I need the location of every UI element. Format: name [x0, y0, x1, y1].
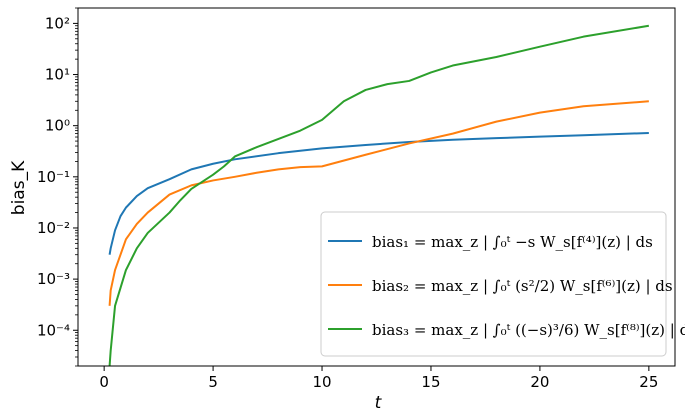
plot-area: [108, 24, 650, 367]
y-tick-label: 10¹: [45, 66, 70, 84]
y-tick-label: 10⁻³: [37, 270, 70, 288]
series-line-bias3: [108, 24, 650, 367]
legend-entry-bias2: bias₂ = max_z | ∫₀ᵗ (s²/2) W_s[f⁽⁶⁾](z) …: [372, 277, 673, 295]
x-tick-label: 5: [208, 373, 218, 391]
legend-entry-bias1: bias₁ = max_z | ∫₀ᵗ −s W_s[f⁽⁴⁾](z) | ds: [372, 233, 653, 251]
x-axis-label: t: [375, 393, 383, 413]
y-tick-label: 10²: [45, 14, 70, 32]
legend: bias₁ = max_z | ∫₀ᵗ −s W_s[f⁽⁴⁾](z) | ds…: [320, 211, 685, 357]
x-tick-label: 10: [312, 373, 331, 391]
y-tick-label: 10⁻⁴: [37, 321, 70, 339]
legend-entry-bias3: bias₃ = max_z | ∫₀ᵗ ((−s)³/6) W_s[f⁽⁸⁾](…: [372, 321, 685, 339]
x-tick-label: 25: [639, 373, 658, 391]
y-tick-label: 10⁰: [45, 117, 70, 135]
plot-frame: [77, 7, 676, 367]
y-tick-label: 10⁻¹: [37, 168, 70, 186]
x-tick-label: 15: [421, 373, 440, 391]
x-tick-label: 0: [99, 373, 109, 391]
series-line-bias2: [108, 100, 649, 306]
axes: 0 5 10 15 20 25 10⁻⁴ 10⁻³ 10⁻² 10⁻¹ 10⁰ 10¹ 10²: [37, 7, 676, 391]
y-axis-label: bias_K: [9, 160, 29, 215]
series-line-bias1: [108, 131, 649, 255]
legend-box: [320, 211, 667, 357]
y-tick-label: 10⁻²: [37, 219, 70, 237]
x-tick-label: 20: [530, 373, 549, 391]
